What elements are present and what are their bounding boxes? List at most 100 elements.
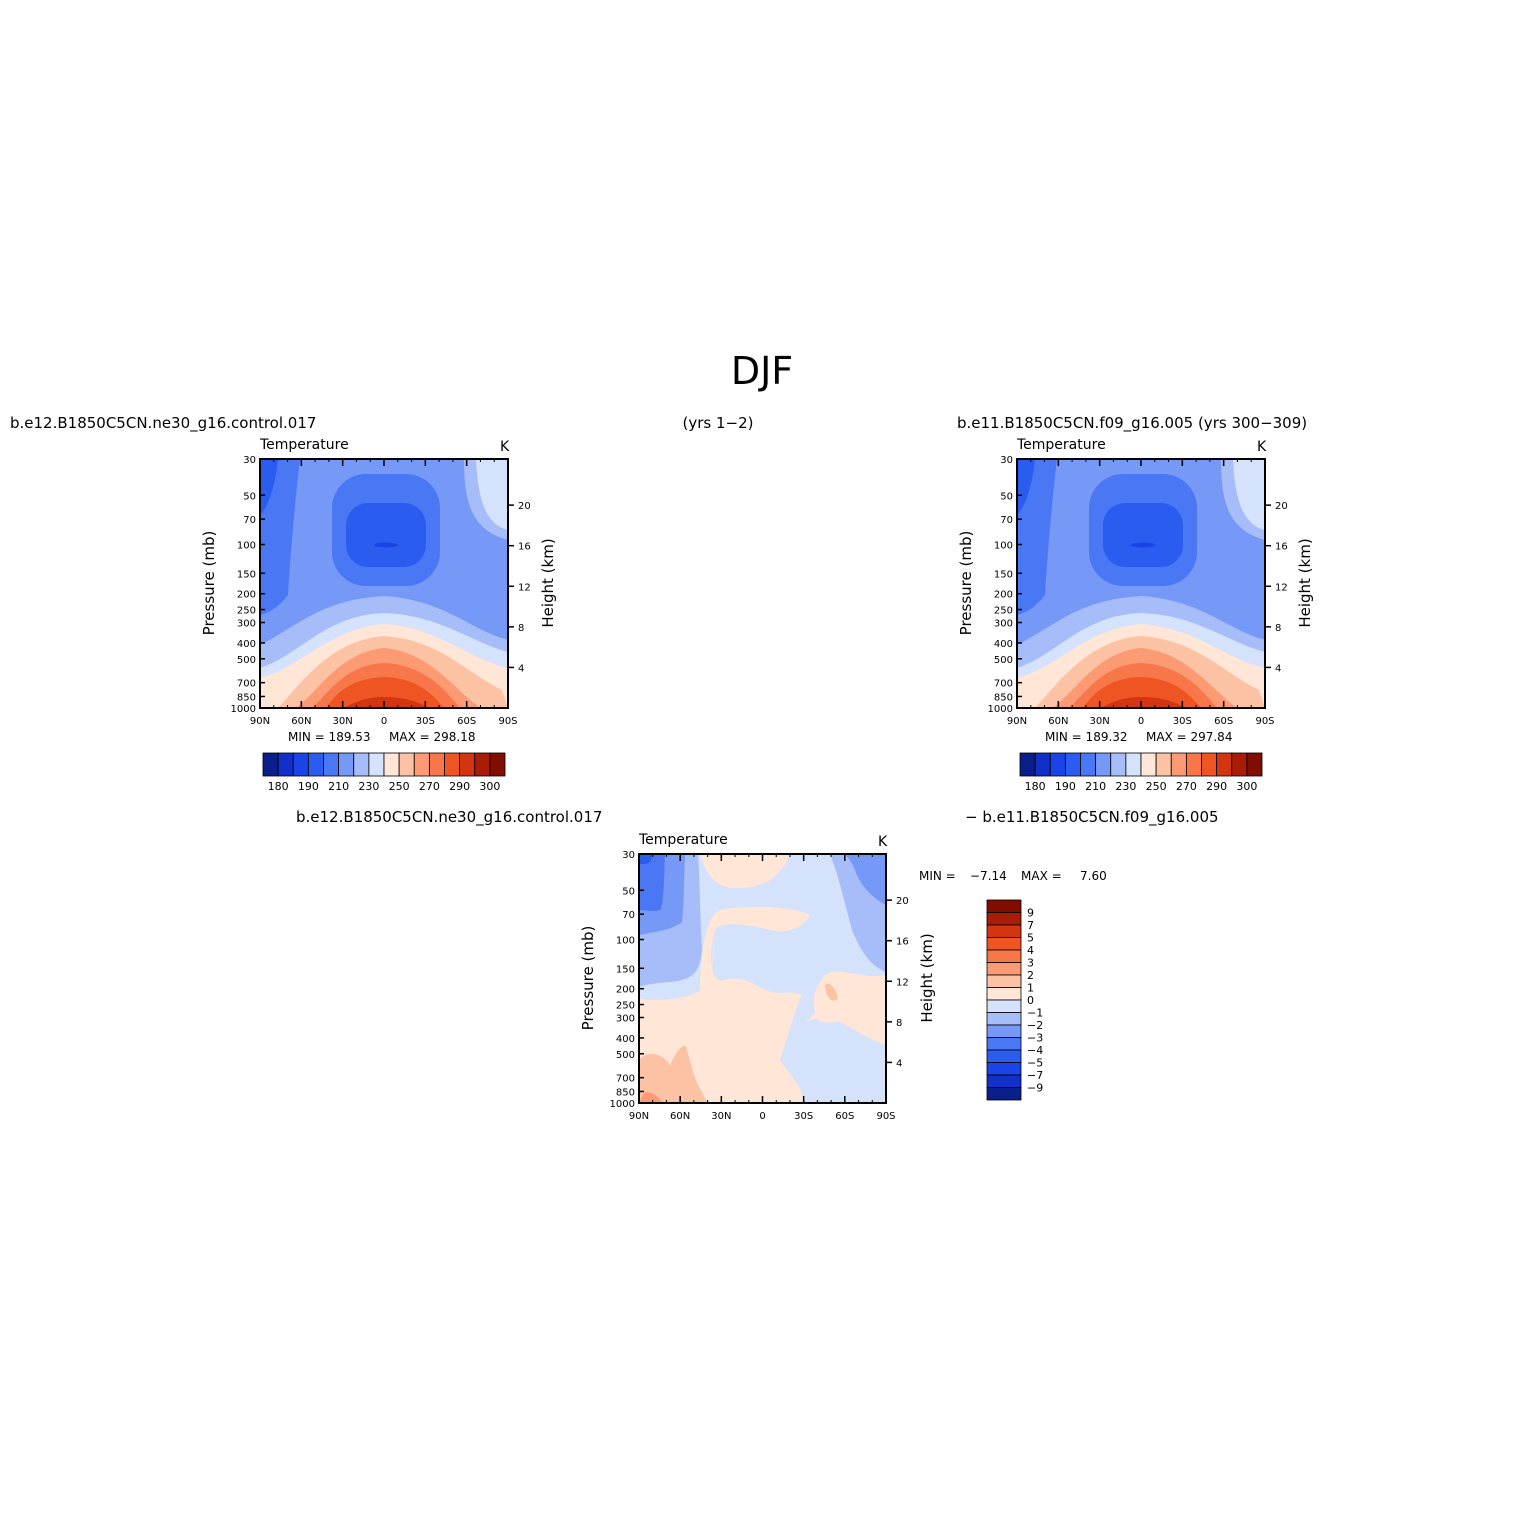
fill-band-295 xyxy=(1101,697,1185,708)
fill-band-195-pole xyxy=(260,459,278,515)
height-tick-label: 4 xyxy=(896,1058,902,1069)
panel-c-ylabel-right: Height (km) xyxy=(918,933,936,1022)
pressure-tick-label: 400 xyxy=(994,639,1013,650)
pressure-tick-label: 100 xyxy=(616,935,635,946)
panel-c-ylabel: Pressure (mb) xyxy=(579,926,597,1031)
fill-band-2-to-3-lowerleft xyxy=(639,1092,663,1103)
lat-tick-label: 0 xyxy=(381,716,387,727)
colorbar-cell xyxy=(307,752,324,777)
panel-c-field-label: Temperature xyxy=(638,832,728,848)
pressure-tick-label: 700 xyxy=(616,1074,635,1085)
pressure-tick-label: 200 xyxy=(237,590,256,601)
fill-band-0-to-1-center xyxy=(711,930,800,1103)
panel-b-units: K xyxy=(1257,439,1267,455)
colorbar-cell xyxy=(1231,752,1248,777)
panel-a-ylabel: Pressure (mb) xyxy=(200,531,218,636)
panel-a-max: MAX = 298.18 xyxy=(389,730,475,744)
pressure-tick-label: 500 xyxy=(616,1050,635,1061)
height-tick-label: 4 xyxy=(1275,663,1281,674)
colorbar-label: 4 xyxy=(1027,944,1034,957)
height-tick-label: 20 xyxy=(896,896,909,907)
pressure-tick-label: 700 xyxy=(237,679,256,690)
panel-a-units: K xyxy=(500,439,510,455)
colorbar-label: −7 xyxy=(1027,1069,1043,1082)
panel-a: Temperature K 30507010015020025030040050… xyxy=(200,437,557,793)
colorbar-cell xyxy=(444,752,461,777)
height-tick-label: 12 xyxy=(1275,582,1288,593)
panel-b-ylabel-right: Height (km) xyxy=(1296,538,1314,627)
colorbar-cell xyxy=(292,752,309,777)
colorbar-label: 290 xyxy=(449,780,470,793)
panel-c-units: K xyxy=(878,834,888,850)
pressure-tick-label: 100 xyxy=(994,540,1013,551)
colorbar-cell xyxy=(986,999,1022,1013)
colorbar-cell xyxy=(986,1024,1022,1038)
pressure-tick-label: 500 xyxy=(994,655,1013,666)
height-tick-label: 8 xyxy=(896,1018,902,1029)
lat-tick-label: 90N xyxy=(1007,716,1027,727)
height-tick-label: 12 xyxy=(518,582,531,593)
colorbar-cell xyxy=(1246,752,1263,777)
lat-tick-label: 60S xyxy=(835,1111,854,1122)
fill-band-195-pole xyxy=(1017,459,1035,515)
colorbar-cell xyxy=(1170,752,1187,777)
colorbar-cell xyxy=(1110,752,1127,777)
pressure-tick-label: 30 xyxy=(243,455,256,466)
header-mid: (yrs 1−2) xyxy=(683,414,754,432)
colorbar-label: 270 xyxy=(1176,780,1197,793)
fill-band-1-to-2-upper xyxy=(825,983,838,1001)
pressure-tick-label: 850 xyxy=(616,1087,635,1098)
fill-band-290 xyxy=(1083,677,1201,708)
colorbar-label: −3 xyxy=(1027,1032,1043,1045)
colorbar-cell xyxy=(383,752,400,777)
fill-band-200-pole xyxy=(1017,459,1057,615)
panel-a-field xyxy=(260,459,508,708)
panel-b-max: MAX = 297.84 xyxy=(1146,730,1232,744)
fill-band-290 xyxy=(326,677,444,708)
colorbar-cell xyxy=(1049,752,1066,777)
pressure-tick-label: 250 xyxy=(237,606,256,617)
colorbar-label: 7 xyxy=(1027,919,1034,932)
diff-title-left: b.e12.B1850C5CN.ne30_g16.control.017 xyxy=(296,808,602,827)
pressure-tick-label: 250 xyxy=(994,606,1013,617)
pressure-tick-label: 70 xyxy=(1000,515,1013,526)
panel-b-min: MIN = 189.32 xyxy=(1045,730,1128,744)
colorbar-label: 1 xyxy=(1027,982,1034,995)
height-tick-label: 8 xyxy=(1275,623,1281,634)
colorbar-label: −5 xyxy=(1027,1057,1043,1070)
lat-tick-label: 30S xyxy=(794,1111,813,1122)
colorbar-cell xyxy=(1095,752,1112,777)
pressure-tick-label: 150 xyxy=(994,569,1013,580)
colorbar-cell xyxy=(1080,752,1097,777)
panel-a-field-label: Temperature xyxy=(259,437,349,453)
panel-c-max-value: 7.60 xyxy=(1080,869,1107,883)
pressure-tick-label: 850 xyxy=(237,692,256,703)
colorbar-cell xyxy=(986,1012,1022,1026)
colorbar-cell xyxy=(1155,752,1172,777)
colorbar-label: 300 xyxy=(1236,780,1257,793)
pressure-tick-label: 400 xyxy=(237,639,256,650)
colorbar-cell xyxy=(368,752,385,777)
header-left: b.e12.B1850C5CN.ne30_g16.control.017 xyxy=(10,414,316,433)
fill-band-240 xyxy=(476,459,508,530)
colorbar-cell xyxy=(1034,752,1051,777)
pressure-tick-label: 1000 xyxy=(610,1099,635,1110)
fill-band-0-to-1-right xyxy=(806,990,886,1045)
colorbar-cell xyxy=(459,752,476,777)
colorbar-cell xyxy=(1216,752,1233,777)
colorbar-label: 230 xyxy=(1115,780,1136,793)
pressure-tick-label: 50 xyxy=(622,886,635,897)
colorbar-label: 230 xyxy=(358,780,379,793)
pressure-tick-label: 500 xyxy=(237,655,256,666)
colorbar-label: 190 xyxy=(1055,780,1076,793)
pressure-tick-label: 850 xyxy=(994,692,1013,703)
pressure-tick-label: 700 xyxy=(994,679,1013,690)
colorbar-cell xyxy=(986,912,1022,926)
lat-tick-label: 60N xyxy=(291,716,311,727)
colorbar-label: −9 xyxy=(1027,1082,1043,1095)
colorbar-label: 290 xyxy=(1206,780,1227,793)
colorbar-cell xyxy=(1019,752,1036,777)
colorbar-label: −1 xyxy=(1027,1007,1043,1020)
pressure-tick-label: 150 xyxy=(237,569,256,580)
colorbar-label: 9 xyxy=(1027,907,1034,920)
